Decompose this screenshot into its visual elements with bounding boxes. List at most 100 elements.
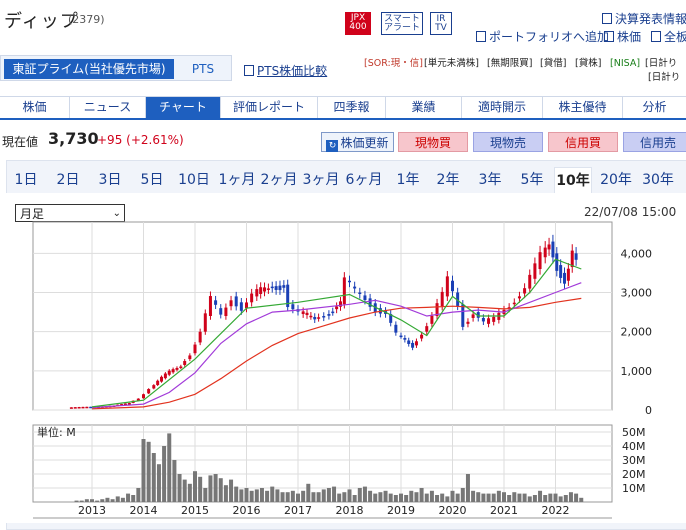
range-tab-1[interactable]: 2日: [56, 172, 80, 188]
tab-shareholder-benefits[interactable]: 株主優待: [543, 97, 623, 118]
range-tab-7[interactable]: 3ヶ月: [302, 172, 340, 188]
document-icon: [604, 31, 614, 42]
cash-buy-button[interactable]: 現物買: [398, 132, 468, 152]
tag-sor: [SOR:現・信]: [364, 58, 423, 69]
volume-bar: [337, 493, 342, 502]
add-portfolio-link[interactable]: ポートフォリオへ追加: [476, 28, 609, 45]
current-price-label: 現在値: [2, 135, 39, 149]
x-tick-label: 2017: [284, 504, 312, 517]
jpx400-badge[interactable]: JPX 400: [345, 12, 371, 35]
x-tick-label: 2018: [336, 504, 364, 517]
volume-bar: [378, 492, 383, 502]
candle-body: [278, 285, 282, 291]
refresh-price-button[interactable]: ↻ 株価更新: [321, 132, 394, 152]
volume-bar: [167, 433, 172, 502]
range-tab-13[interactable]: 10年: [554, 167, 592, 193]
candle-body: [456, 292, 460, 306]
tab-shikiho[interactable]: 四季報: [318, 97, 386, 118]
volume-bar: [527, 496, 532, 502]
candle-body: [338, 301, 342, 307]
range-tab-5[interactable]: 1ヶ月: [218, 172, 256, 188]
volume-bar: [532, 495, 537, 502]
volume-bar: [342, 492, 347, 502]
candle-body: [492, 316, 496, 322]
tag-nisa: [NISA]: [610, 58, 641, 69]
volume-bar: [100, 499, 105, 502]
candle-body: [224, 307, 228, 316]
tab-performance[interactable]: 業績: [386, 97, 462, 118]
volume-bar: [409, 490, 414, 502]
tab-disclosure[interactable]: 適時開示: [462, 97, 543, 118]
range-tab-8[interactable]: 6ヶ月: [345, 172, 383, 188]
volume-bar: [568, 492, 573, 502]
earnings-info-link[interactable]: 決算発表情報: [602, 10, 686, 27]
volume-bar: [244, 488, 249, 502]
volume-bar: [368, 490, 373, 502]
stock-code: (2379): [68, 13, 105, 26]
volume-bar: [239, 489, 244, 502]
candle-body: [481, 317, 485, 322]
tab-price[interactable]: 株価: [0, 97, 70, 118]
volume-bar: [502, 492, 506, 502]
stock-price-link[interactable]: 株価: [604, 28, 641, 45]
candle-body: [342, 277, 346, 305]
tab-news[interactable]: ニュース: [70, 97, 146, 118]
candle-body: [335, 306, 339, 310]
range-tab-0[interactable]: 1日: [14, 172, 38, 188]
range-tab-15[interactable]: 30年: [642, 172, 674, 188]
pts-compare-link[interactable]: PTS株価比較: [244, 62, 327, 79]
volume-bar: [419, 488, 424, 502]
range-tab-2[interactable]: 3日: [98, 172, 122, 188]
cash-sell-button[interactable]: 現物売: [473, 132, 543, 152]
volume-bar: [234, 486, 239, 502]
volume-bar: [105, 497, 110, 502]
candle-body: [445, 276, 449, 297]
candle-body: [152, 385, 156, 389]
candle-body: [77, 407, 81, 409]
volume-bar: [259, 488, 264, 502]
range-tab-12[interactable]: 5年: [520, 172, 544, 188]
range-tab-3[interactable]: 5日: [140, 172, 164, 188]
tab-tse-prime[interactable]: 東証プライム(当社優先市場): [4, 59, 174, 79]
volume-bar: [481, 493, 486, 502]
current-price-value: 3,730: [48, 129, 99, 148]
candle-body: [85, 406, 89, 409]
margin-sell-button[interactable]: 信用売: [623, 132, 686, 152]
range-tab-9[interactable]: 1年: [396, 172, 420, 188]
tab-analysis[interactable]: 分析: [642, 100, 667, 114]
candle-body: [313, 316, 317, 320]
candle-body: [543, 247, 547, 258]
volume-bar: [254, 489, 259, 502]
candle-body: [399, 335, 403, 338]
candle-body: [414, 341, 418, 346]
volume-bar: [429, 490, 434, 502]
full-board-link[interactable]: 全板: [651, 28, 686, 45]
price-y-tick-label: 3,000: [621, 287, 653, 300]
tab-chart[interactable]: チャート: [146, 97, 221, 118]
tab-pts[interactable]: PTS: [191, 62, 215, 76]
x-tick-label: 2020: [439, 504, 467, 517]
volume-y-tick-label: 50M: [622, 426, 646, 439]
portfolio-icon: [476, 31, 486, 42]
candle-body: [193, 344, 197, 354]
candle-body: [538, 252, 542, 269]
range-tab-14[interactable]: 20年: [600, 172, 632, 188]
tag-stock-lending: [貸株]: [575, 58, 602, 69]
smart-alert-button[interactable]: スマート アラート: [381, 12, 423, 35]
candle-body: [512, 302, 516, 305]
chevron-down-icon: ⌄: [112, 208, 121, 219]
tab-rating-report[interactable]: 評価レポート: [221, 97, 318, 118]
volume-bar: [373, 493, 378, 502]
candle-body: [389, 314, 393, 323]
candle-body: [89, 406, 93, 409]
range-tab-10[interactable]: 2年: [436, 172, 460, 188]
volume-bar: [156, 464, 161, 502]
compare-icon: [244, 65, 254, 76]
smart-alert-top: スマート: [384, 14, 420, 24]
range-tab-4[interactable]: 10日: [178, 172, 210, 188]
margin-buy-button[interactable]: 信用買: [548, 132, 618, 152]
range-tab-6[interactable]: 2ヶ月: [260, 172, 298, 188]
range-tab-11[interactable]: 3年: [478, 172, 502, 188]
ir-tv-button[interactable]: IR TV: [430, 12, 452, 35]
